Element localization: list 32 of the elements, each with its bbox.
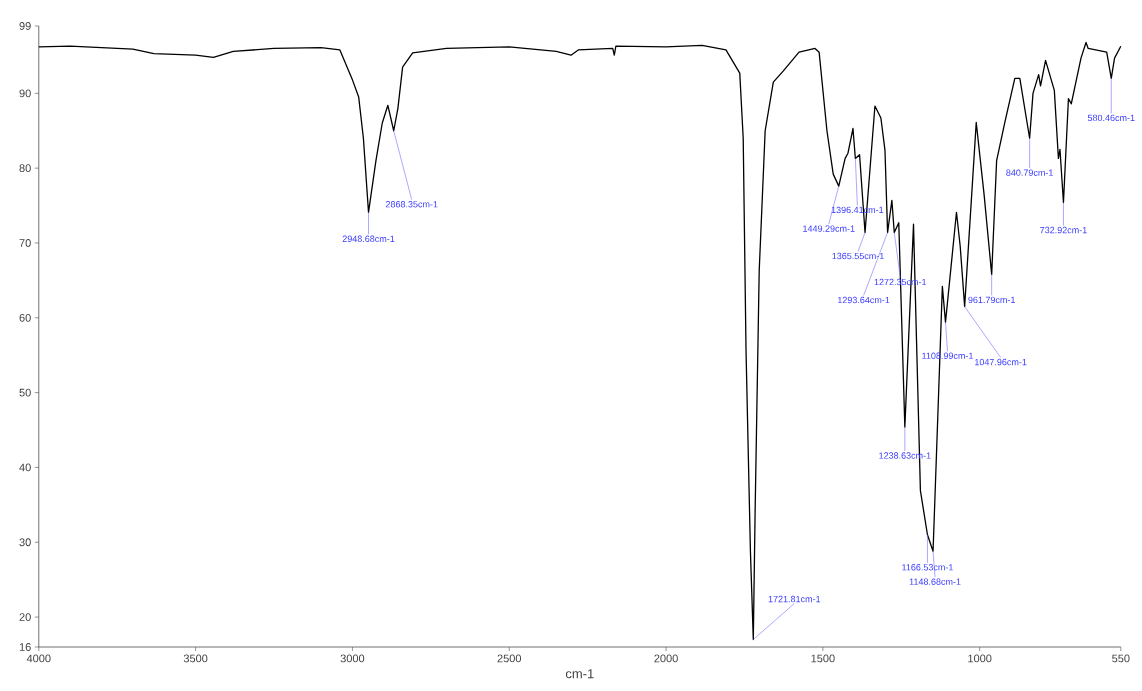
y-tick-label: 70 bbox=[19, 239, 31, 247]
annotation: 580.46cm-1 bbox=[1087, 114, 1135, 122]
x-tick-label: 550 bbox=[1112, 654, 1130, 663]
y-tick-label: 16 bbox=[19, 643, 31, 651]
annotation: 961.79cm-1 bbox=[968, 296, 1015, 304]
x-axis-title: cm-1 bbox=[565, 669, 594, 679]
y-tick-label: 50 bbox=[19, 388, 31, 397]
annotation: 1365.55cm-1 bbox=[832, 252, 884, 260]
x-tick-label: 4000 bbox=[26, 654, 51, 663]
y-tick-label: 80 bbox=[19, 164, 31, 173]
annotation: 2868.35cm-1 bbox=[385, 201, 438, 208]
annotation: 1148.68cm-1 bbox=[909, 578, 961, 585]
x-tick-label: 1500 bbox=[811, 654, 835, 663]
annotation: 840.79cm-1 bbox=[1006, 169, 1053, 176]
annotation: 2948.68cm-1 bbox=[342, 235, 395, 242]
y-tick-label: 90 bbox=[19, 89, 31, 98]
annotation: 1721.81cm-1 bbox=[768, 595, 821, 603]
x-tick-label: 1000 bbox=[968, 654, 992, 663]
x-tick-label: 2500 bbox=[497, 654, 522, 663]
x-tick-label: 3500 bbox=[183, 654, 208, 663]
x-tick-label: 2000 bbox=[654, 654, 678, 663]
y-tick-label: 20 bbox=[19, 613, 31, 621]
x-tick-label: 3000 bbox=[340, 654, 365, 663]
annotation: 1449.29cm-1 bbox=[803, 225, 855, 232]
annotation: 732.92cm-1 bbox=[1040, 226, 1087, 234]
y-tick-label: 30 bbox=[19, 538, 31, 547]
y-tick-label: 99 bbox=[19, 22, 31, 30]
y-tick-label: 60 bbox=[19, 313, 31, 322]
y-tick-label: 40 bbox=[19, 463, 31, 472]
annotation: 1047.96cm-1 bbox=[975, 358, 1027, 366]
annotation: 1293.64cm-1 bbox=[838, 296, 890, 304]
annotation: 1166.53cm-1 bbox=[902, 564, 953, 571]
